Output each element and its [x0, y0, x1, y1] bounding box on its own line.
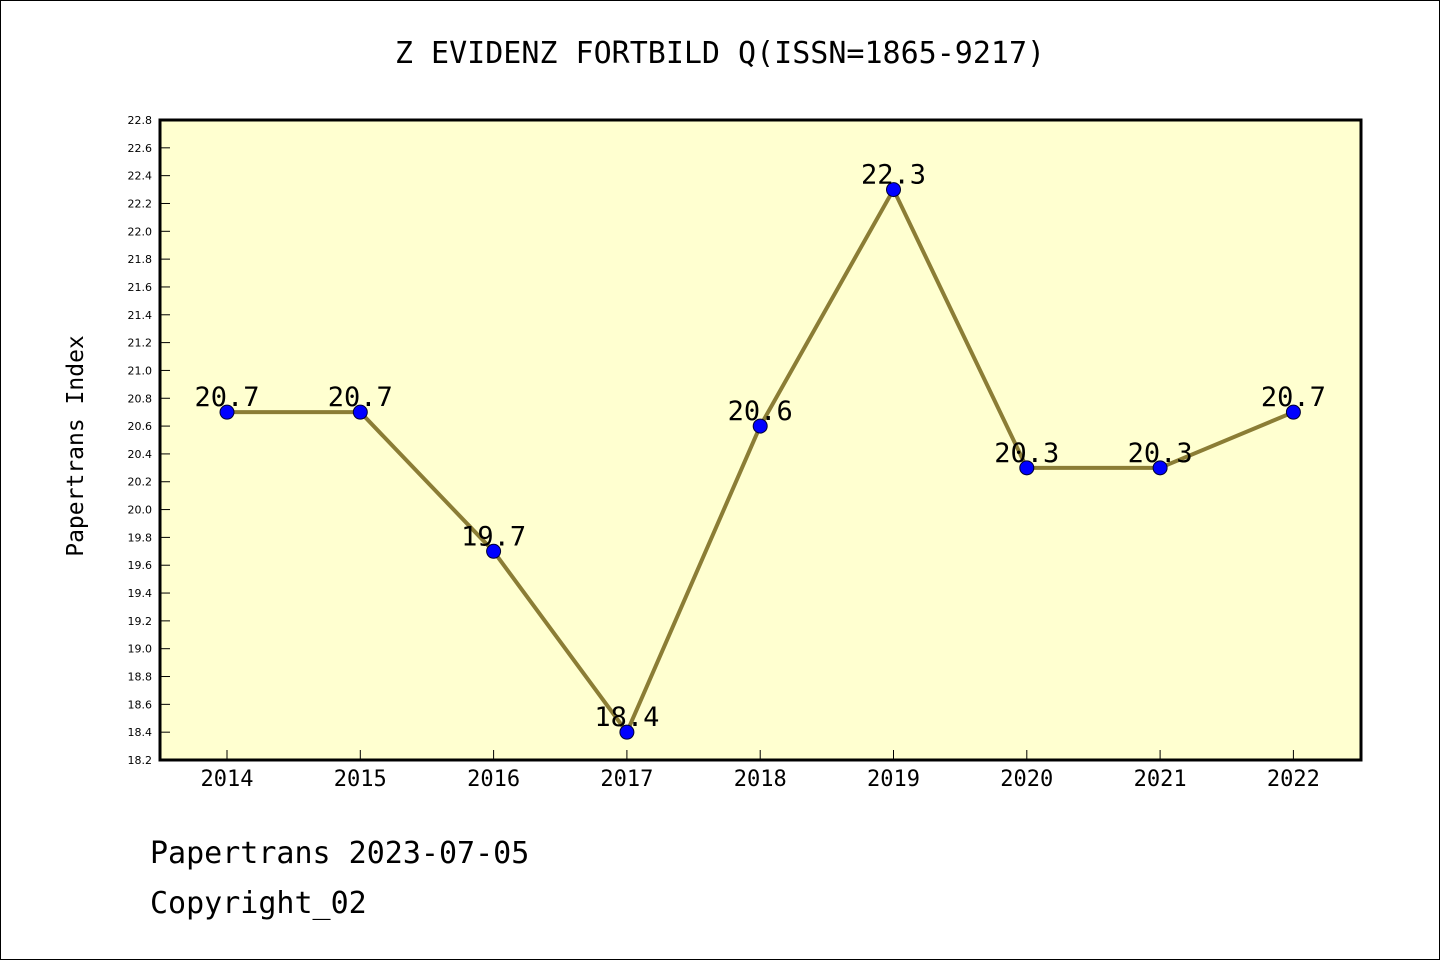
- x-tick-label: 2016: [467, 767, 520, 792]
- x-axis: 2014 2015 2016 2017 2018 2019 2020 2021 2022: [201, 750, 1320, 792]
- y-tick-label: 18.4: [128, 726, 153, 739]
- y-tick-label: 21.6: [128, 281, 153, 294]
- y-tick-label: 22.6: [128, 142, 153, 155]
- y-tick-label: 21.2: [128, 337, 153, 350]
- data-markers: [219, 182, 1301, 740]
- data-point: [1152, 460, 1168, 476]
- y-tick-label: 20.0: [128, 504, 153, 517]
- y-tick-label: 22.2: [128, 197, 153, 210]
- x-tick-label: 2017: [600, 767, 653, 792]
- data-label: 20.7: [194, 382, 259, 413]
- data-labels: 20.7 20.7 19.7 18.4 20.6 22.3 20.3 20.3 20.7: [194, 160, 1325, 734]
- y-axis: 18.2 18.4 18.6 18.8 19.0 19.2 19.4 19.6 19.8 20.0…: [128, 114, 170, 767]
- footer-date: Papertrans 2023-07-05: [150, 836, 530, 871]
- x-tick-label: 2019: [867, 767, 920, 792]
- y-tick-label: 19.8: [128, 531, 153, 544]
- data-point: [352, 404, 368, 420]
- y-tick-label: 22.4: [128, 170, 153, 183]
- x-tick-label: 2020: [1000, 767, 1053, 792]
- data-label: 20.3: [994, 438, 1059, 469]
- y-tick-label: 21.4: [128, 309, 153, 322]
- data-point: [752, 418, 768, 434]
- y-tick-label: 19.2: [128, 615, 153, 628]
- data-point: [486, 543, 502, 559]
- data-label: 18.4: [594, 702, 659, 733]
- data-point: [619, 724, 635, 740]
- x-tick-label: 2022: [1267, 767, 1320, 792]
- chart-title: Z EVIDENZ FORTBILD Q(ISSN=1865-9217): [394, 36, 1046, 71]
- data-label: 20.7: [328, 382, 393, 413]
- y-tick-label: 21.8: [128, 253, 153, 266]
- y-tick-label: 18.2: [128, 754, 153, 767]
- data-label: 22.3: [861, 160, 926, 191]
- data-label: 20.3: [1128, 438, 1193, 469]
- y-tick-label: 20.8: [128, 392, 153, 405]
- x-tick-label: 2015: [334, 767, 387, 792]
- y-tick-label: 22.8: [128, 114, 153, 127]
- y-tick-label: 21.0: [128, 364, 153, 377]
- data-point: [1019, 460, 1035, 476]
- data-label: 20.6: [728, 396, 793, 427]
- y-tick-label: 22.0: [128, 225, 153, 238]
- x-tick-label: 2021: [1134, 767, 1187, 792]
- x-tick-label: 2018: [734, 767, 787, 792]
- y-tick-label: 20.4: [128, 448, 153, 461]
- y-tick-label: 19.0: [128, 643, 153, 656]
- y-tick-label: 18.8: [128, 671, 153, 684]
- data-label: 19.7: [461, 521, 526, 552]
- data-label: 20.7: [1261, 382, 1326, 413]
- plot-area: [158, 118, 1363, 762]
- y-tick-label: 19.6: [128, 559, 153, 572]
- data-point: [1285, 404, 1301, 420]
- y-tick-label: 20.2: [128, 476, 153, 489]
- y-tick-label: 20.6: [128, 420, 153, 433]
- footer-copyright: Copyright_02: [150, 886, 367, 921]
- data-point: [886, 182, 901, 198]
- y-tick-label: 19.4: [128, 587, 153, 600]
- data-point: [219, 404, 235, 420]
- y-tick-label: 18.6: [128, 698, 153, 711]
- x-tick-label: 2014: [201, 767, 254, 792]
